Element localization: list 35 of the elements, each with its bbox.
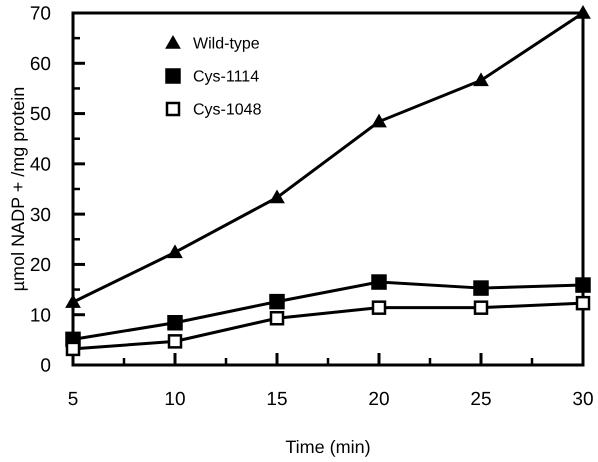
x-tick-label: 20 — [368, 389, 390, 410]
y-tick-label: 50 — [30, 104, 51, 126]
legend-label: Wild-type — [193, 36, 260, 53]
x-axis-title: Time (min) — [285, 437, 371, 457]
point — [269, 294, 285, 310]
point — [474, 72, 488, 86]
y-tick-label: 20 — [30, 255, 51, 276]
point — [371, 274, 387, 290]
x-tick-label: 15 — [266, 389, 288, 410]
y-tick-label: 30 — [30, 204, 51, 226]
point — [168, 244, 182, 258]
point — [372, 114, 386, 128]
y-tick-label: 10 — [30, 305, 51, 326]
point — [167, 315, 183, 331]
y-tick-label: 70 — [30, 4, 51, 25]
y-axis-title: µmol NADP + /mg protein — [8, 86, 28, 292]
point — [474, 300, 488, 315]
x-tick-label: 5 — [68, 389, 78, 410]
point — [576, 296, 590, 310]
y-tick-label: 40 — [30, 154, 51, 176]
point — [66, 294, 80, 308]
x-tick-label: 30 — [572, 389, 594, 410]
point — [270, 310, 284, 326]
point — [576, 6, 590, 19]
x-tick-label: 10 — [164, 389, 186, 410]
point — [372, 300, 386, 315]
x-tick-label: 25 — [470, 389, 492, 410]
y-tick-label: 0 — [40, 356, 51, 377]
legend-label: Cys-1114 — [193, 68, 260, 86]
y-tick-label: 60 — [30, 54, 51, 75]
point — [168, 334, 182, 349]
legend-label: Cys-1048 — [193, 102, 262, 119]
point — [473, 280, 489, 296]
point — [270, 190, 284, 204]
point — [575, 277, 591, 293]
